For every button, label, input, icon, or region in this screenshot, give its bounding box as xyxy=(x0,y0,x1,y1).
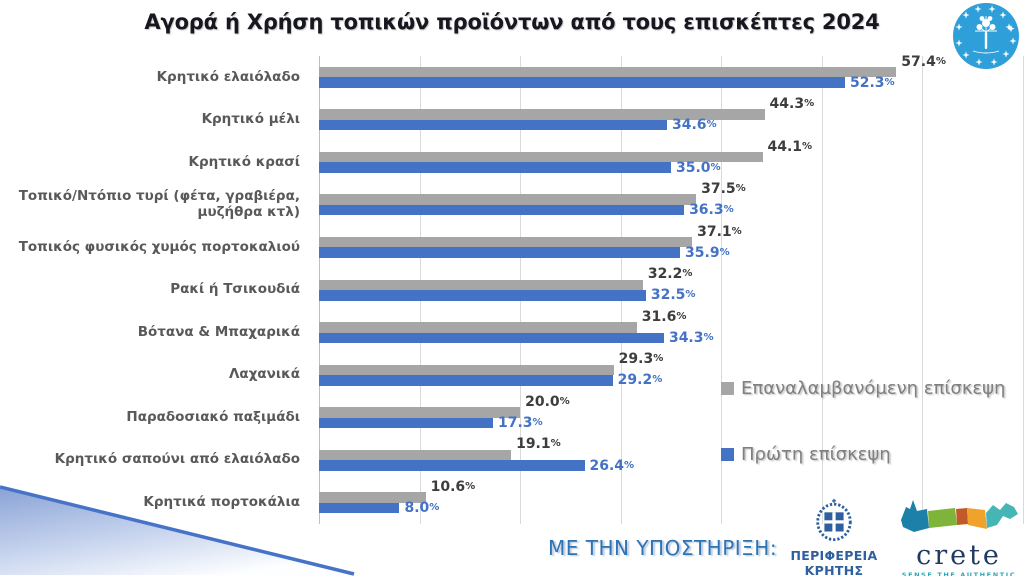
region-emblem-icon xyxy=(816,498,852,542)
bar-first-visit xyxy=(319,204,685,216)
value-label: 35.9% xyxy=(685,245,730,262)
bar-first-visit xyxy=(319,162,671,173)
value-label: 19.1% xyxy=(516,436,561,453)
crete-island-icon xyxy=(901,500,1018,532)
gridline xyxy=(1022,56,1024,524)
value-label: 32.2% xyxy=(647,266,693,283)
bar-repeat-visit xyxy=(319,151,763,163)
legend-label-first-visit: Πρώτη επίσκεψη xyxy=(741,444,891,465)
value-label: 44.3% xyxy=(769,96,815,113)
category-label: Κρητικό μέλι xyxy=(201,111,300,128)
value-label: 29.2% xyxy=(617,372,663,389)
value-label: 44.1% xyxy=(767,138,813,155)
chart-title: Αγορά ή Χρήση τοπικών προϊόντων από τους… xyxy=(144,10,880,34)
region-logo-line1: ΠΕΡΙΦΕΡΕΙΑ ΚΡΗΤΗΣ xyxy=(790,548,878,576)
value-label: 8.0% xyxy=(404,500,440,517)
bar-repeat-visit xyxy=(319,492,426,503)
bar-repeat-visit xyxy=(319,407,521,418)
legend-label-repeat-visit: Επαναλαμβανόμενη επίσκεψη xyxy=(741,378,1006,399)
bar-repeat-visit xyxy=(319,279,643,290)
value-label: 20.0% xyxy=(525,394,570,411)
value-label: 17.3% xyxy=(497,415,543,432)
bar-first-visit xyxy=(319,77,845,88)
category-label: Κρητικό ελαιόλαδο xyxy=(156,68,300,85)
bar-repeat-visit xyxy=(319,66,897,78)
category-label: Τοπικό/Ντόπιο τυρί (φέτα, γραβιέρα, μυζή… xyxy=(18,188,300,220)
legend-swatch-blue-icon xyxy=(721,448,734,461)
plot-area: 57.4% 52.3% 44.3% 34.6% 44.1% 35.0% 37.5% 36.3%… xyxy=(319,53,1024,524)
value-label: 57.4% xyxy=(901,53,946,70)
gridline xyxy=(821,56,823,524)
category-label: Παραδοσιακό παξιμάδι xyxy=(126,408,300,425)
support-text: ΜΕ ΤΗΝ ΥΠΟΣΤΗΡΙΞΗ: xyxy=(548,536,778,560)
value-label: 37.5% xyxy=(701,181,746,198)
value-label: 31.6% xyxy=(641,309,687,326)
corner-swoosh-decoration xyxy=(0,485,355,576)
crete-logo-tagline: SENSE THE AUTHENTIC xyxy=(901,571,1017,576)
bar-first-visit xyxy=(319,290,646,301)
category-label: Τοπικός φυσικός χυμός πορτοκαλιού xyxy=(18,238,300,255)
value-label: 37.1% xyxy=(697,223,742,240)
gridline xyxy=(721,56,723,524)
bar-repeat-visit xyxy=(319,236,693,248)
legend-item-repeat-visit: Επαναλαμβανόμενη επίσκεψη xyxy=(721,378,1005,399)
bar-first-visit xyxy=(319,119,667,131)
gridline xyxy=(922,56,924,524)
bar-first-visit xyxy=(319,247,681,258)
value-label: 26.4% xyxy=(589,457,635,474)
tree-circle-logo-icon xyxy=(953,3,1019,69)
bar-first-visit xyxy=(319,417,493,429)
value-label: 34.6% xyxy=(671,117,717,134)
crete-logo-word: crete xyxy=(916,540,1002,571)
value-label: 10.6% xyxy=(430,479,476,496)
bar-repeat-visit xyxy=(319,194,697,205)
value-label: 34.3% xyxy=(668,330,714,347)
bar-repeat-visit xyxy=(319,364,614,376)
value-label: 36.3% xyxy=(689,202,734,219)
category-label: Κρητικό κρασί xyxy=(188,153,300,170)
category-label: Κρητικά πορτοκάλια xyxy=(143,493,300,510)
region-of-crete-logo: ΠΕΡΙΦΕΡΕΙΑ ΚΡΗΤΗΣ REGION OF CRETE xyxy=(760,497,908,576)
legend-swatch-gray-icon xyxy=(721,382,734,395)
bar-first-visit xyxy=(319,460,585,471)
value-label: 29.3% xyxy=(618,351,664,368)
category-label: Βότανα & Μπαχαρικά xyxy=(137,323,300,340)
value-label: 35.0% xyxy=(675,159,721,176)
category-label: Λαχανικά xyxy=(228,366,300,383)
bar-repeat-visit xyxy=(319,322,637,333)
bar-repeat-visit xyxy=(319,449,512,461)
crete-brand-logo: crete SENSE THE AUTHENTIC xyxy=(897,496,1021,576)
value-label: 32.5% xyxy=(650,287,696,304)
category-label: Κρητικό σαπούνι από ελαιόλαδο xyxy=(54,451,300,468)
bar-first-visit xyxy=(319,375,613,386)
bar-repeat-visit xyxy=(319,109,765,120)
bar-first-visit xyxy=(319,502,400,514)
legend-item-first-visit: Πρώτη επίσκεψη xyxy=(721,444,891,465)
category-label: Ρακί ή Τσικουδιά xyxy=(170,281,300,298)
bar-first-visit xyxy=(319,332,664,344)
value-label: 52.3% xyxy=(849,74,895,91)
